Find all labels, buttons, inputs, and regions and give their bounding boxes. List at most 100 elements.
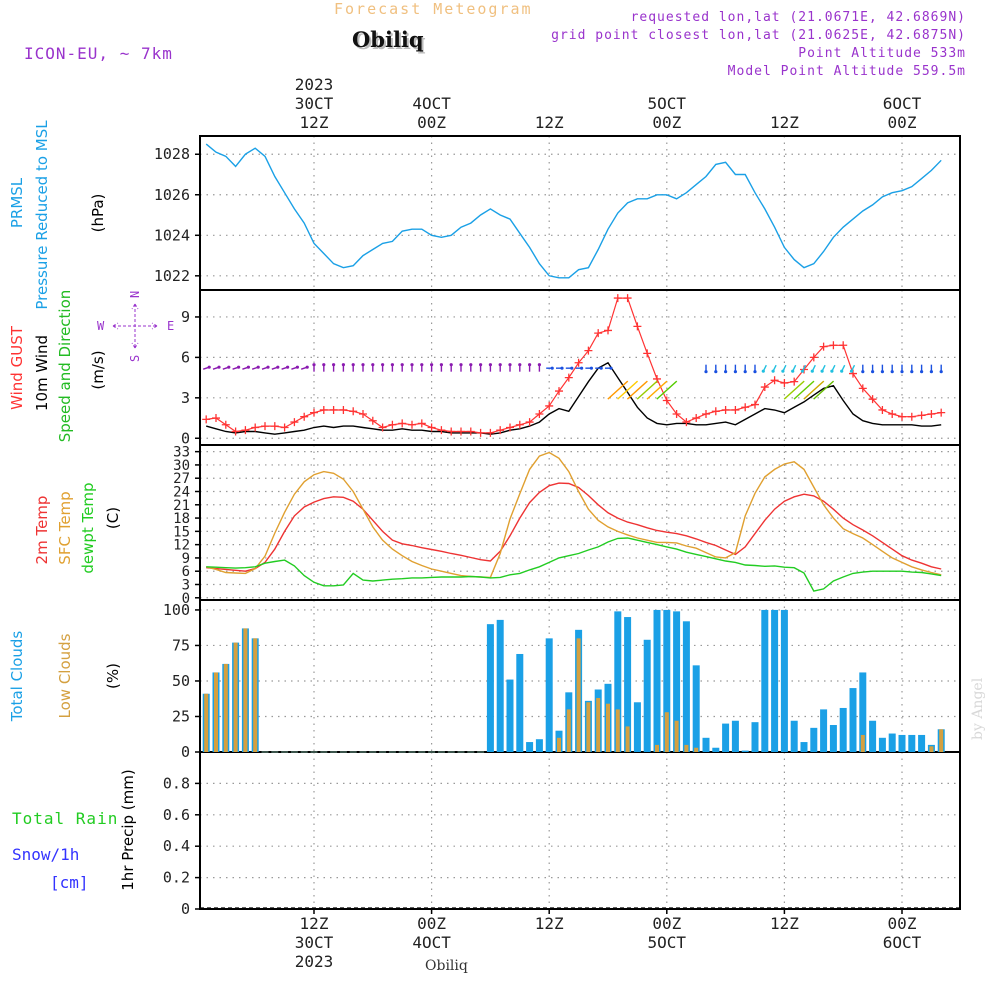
wind-arrowhead — [939, 370, 943, 374]
gust-marker — [388, 420, 397, 429]
bar-total-clouds — [526, 742, 534, 752]
top-time-label: 00Z — [417, 113, 446, 132]
gust-marker — [447, 427, 456, 436]
label-pressure-msl: Pressure Reduced to MSL — [33, 120, 51, 310]
unit-clouds: (%) — [104, 663, 122, 689]
model-name: ICON-EU, ~ 7km — [24, 44, 173, 63]
top-time-label: 12Z — [300, 113, 329, 132]
wind-arrowhead — [781, 369, 785, 373]
wind-arrowhead — [237, 365, 241, 369]
gust-marker — [751, 400, 759, 409]
y-tick-label: 0.4 — [163, 837, 190, 855]
y-tick-label: 0.8 — [163, 774, 190, 792]
bar-total-clouds — [820, 709, 828, 752]
gust-marker — [809, 353, 818, 362]
wind-arrowhead — [570, 366, 574, 370]
wind-arrowhead — [920, 370, 924, 374]
wind-arrowhead — [305, 365, 309, 369]
y-tick-label: 6 — [182, 564, 190, 580]
bar-total-clouds — [633, 702, 641, 752]
gust-marker — [760, 383, 769, 392]
bar-total-clouds — [506, 679, 514, 752]
bar-low-clouds — [566, 709, 571, 752]
bar-total-clouds — [829, 725, 837, 752]
label-2m-temp: 2m Temp — [33, 496, 51, 565]
bar-total-clouds — [516, 653, 524, 752]
bar-total-clouds — [496, 619, 504, 752]
wind-arrowhead — [840, 369, 844, 373]
top-time-label: 4OCT — [412, 94, 451, 113]
wind-arrowhead — [295, 365, 299, 369]
gust-marker — [251, 423, 260, 432]
bar-low-clouds — [223, 663, 228, 752]
gust-marker — [888, 410, 897, 418]
bottom-time-label: 2023 — [295, 952, 334, 971]
label-total-clouds: Total Clouds — [8, 631, 26, 723]
requested-coords: requested lon,lat (21.0671E, 42.6869N) — [630, 10, 966, 25]
bar-low-clouds — [684, 744, 689, 752]
gust-marker — [290, 418, 299, 427]
wind-arrowhead — [820, 369, 824, 373]
point-altitude: Point Altitude 533m — [798, 46, 966, 61]
bar-total-clouds — [751, 722, 759, 752]
wind-arrowhead — [528, 363, 532, 367]
series-wind-speed — [206, 361, 942, 435]
top-time-label: 00Z — [652, 113, 681, 132]
bar-low-clouds — [214, 672, 218, 752]
bar-total-clouds — [702, 737, 710, 752]
wind-arrowhead — [488, 363, 492, 367]
y-tick-label: 50 — [172, 672, 190, 690]
wind-barb — [793, 380, 815, 400]
bar-total-clouds — [535, 739, 543, 752]
gust-marker — [476, 428, 485, 437]
top-time-label: 30CT — [295, 94, 334, 113]
series-2m-temp — [206, 482, 942, 572]
y-tick-label: 1026 — [154, 186, 190, 204]
unit-pressure: (hPa) — [89, 194, 107, 233]
gust-marker — [310, 408, 318, 417]
top-time-label: 6OCT — [883, 94, 922, 113]
wind-arrowhead — [871, 370, 875, 374]
y-tick-label: 3 — [182, 578, 190, 594]
bar-low-clouds — [243, 628, 248, 752]
wind-arrowhead — [498, 363, 502, 367]
bar-total-clouds — [692, 665, 700, 752]
bar-total-clouds — [859, 672, 867, 752]
label-wind-gust: Wind GUST — [8, 325, 26, 410]
panel-frame-temperature — [199, 444, 961, 601]
gust-marker — [898, 412, 906, 421]
wind-barb — [646, 380, 668, 400]
gust-marker — [417, 419, 426, 428]
label-dewpt-temp: dewpt Temp — [79, 482, 97, 573]
gust-marker — [780, 379, 789, 387]
bar-total-clouds — [741, 750, 749, 752]
compass-s: S — [128, 355, 142, 362]
bar-low-clouds — [586, 702, 591, 752]
bar-low-clouds — [929, 746, 934, 752]
wind-arrowhead — [537, 363, 542, 367]
wind-barb — [607, 380, 629, 400]
bottom-time-label: 12Z — [770, 914, 799, 933]
bar-low-clouds — [557, 737, 561, 752]
wind-arrowhead — [599, 366, 603, 370]
location-title: Obiliq — [352, 27, 424, 52]
wind-arrowhead — [390, 363, 394, 367]
wind-arrowhead — [459, 363, 463, 367]
compass-e: E — [167, 319, 174, 333]
y-tick-label: 33 — [173, 445, 190, 461]
wind-barb — [626, 380, 648, 400]
gust-marker — [868, 395, 877, 404]
gust-marker — [829, 341, 838, 350]
bar-total-clouds — [486, 624, 494, 752]
wind-arrowhead — [830, 369, 834, 373]
y-tick-label: 1028 — [154, 145, 190, 163]
bar-total-clouds — [761, 609, 769, 752]
gust-marker — [858, 384, 867, 393]
gust-marker — [378, 423, 387, 432]
top-time-label: 2023 — [295, 75, 334, 94]
wind-arrowhead — [890, 370, 894, 374]
gust-marker — [937, 408, 946, 417]
wind-barb — [656, 380, 678, 400]
y-tick-label: 1024 — [154, 226, 190, 244]
compass-n: N — [128, 291, 142, 298]
